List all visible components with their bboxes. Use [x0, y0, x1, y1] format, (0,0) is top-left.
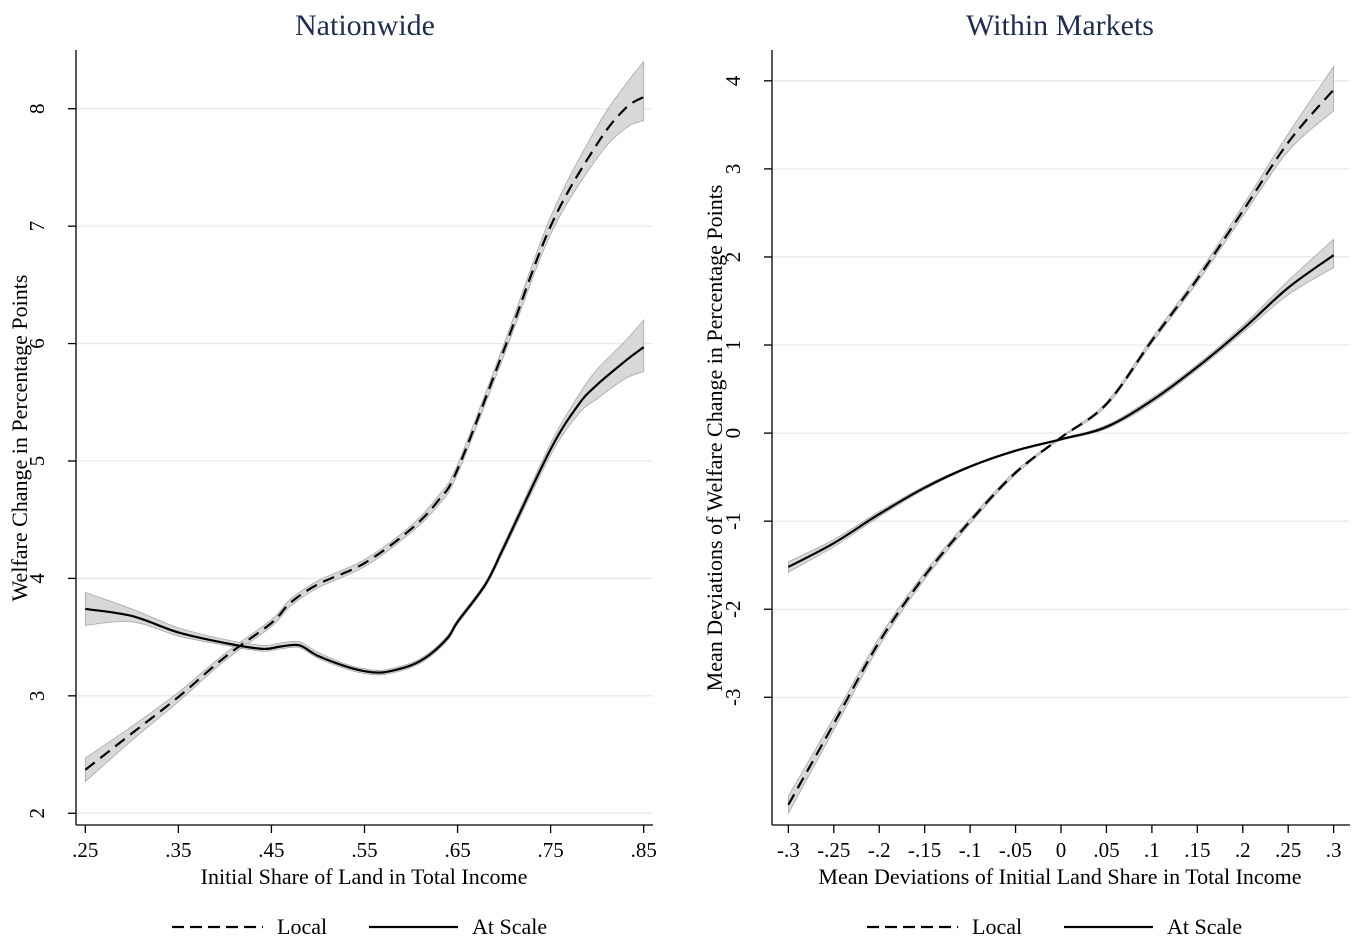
- within-markets-panel: Within Markets -.3 -.25 -.2 -.15 -.1 -.05 0 .05…: [702, 9, 1350, 939]
- x-tick-label: -.25: [817, 838, 850, 862]
- y-tick-label: -1: [721, 512, 745, 530]
- confidence-bands: [84, 60, 645, 783]
- nationwide-panel: Nationwide .25 .35 .45 .55 .65 .75 .85 2 3 4 5 6 7 8…: [7, 9, 657, 939]
- legend-local-label: Local: [972, 914, 1022, 939]
- y-tick-label: 2: [25, 808, 49, 819]
- x-tick-label: .15: [1184, 838, 1210, 862]
- y-tick-label: 3: [721, 164, 745, 175]
- x-tick-label: .1: [1144, 838, 1160, 862]
- x-tick-label: -.2: [868, 838, 891, 862]
- x-tick-label: .55: [351, 838, 377, 862]
- x-tick-label: -.1: [959, 838, 982, 862]
- y-tick-label: 4: [25, 573, 49, 584]
- legend: Local At Scale: [867, 914, 1242, 939]
- y-tick-label: -2: [721, 600, 745, 618]
- series-lines: [84, 96, 645, 771]
- series-line-at-scale: [787, 254, 1335, 568]
- x-tick-label: .35: [165, 838, 191, 862]
- legend-at-scale-label: At Scale: [472, 914, 547, 939]
- y-tick-label: 0: [721, 428, 745, 439]
- legend-local-label: Local: [277, 914, 327, 939]
- x-tick-label: .05: [1093, 838, 1119, 862]
- series-lines: [787, 88, 1335, 806]
- series-line-local: [84, 96, 645, 771]
- x-tick-label: .65: [444, 838, 470, 862]
- grid: [772, 80, 1350, 698]
- y-ticks: -3 -2 -1 0 1 2 3 4: [721, 75, 772, 706]
- y-tick-label: 7: [25, 221, 49, 232]
- x-axis-label: Initial Share of Land in Total Income: [201, 864, 528, 889]
- ci-band-at-scale: [787, 238, 1335, 573]
- x-tick-label: .45: [258, 838, 284, 862]
- y-ticks: 2 3 4 5 6 7 8: [25, 103, 76, 819]
- grid: [76, 108, 653, 814]
- x-ticks: .25 .35 .45 .55 .65 .75 .85: [72, 825, 657, 862]
- y-tick-label: 8: [25, 103, 49, 114]
- legend-at-scale-label: At Scale: [1167, 914, 1242, 939]
- y-tick-label: 3: [25, 691, 49, 702]
- y-tick-label: -3: [721, 689, 745, 707]
- y-tick-label: 4: [721, 75, 745, 86]
- x-tick-label: .25: [1275, 838, 1301, 862]
- x-tick-label: 0: [1056, 838, 1067, 862]
- y-tick-label: 6: [25, 338, 49, 349]
- x-tick-label: .85: [631, 838, 657, 862]
- ci-band-local: [787, 65, 1335, 814]
- x-tick-label: .3: [1326, 838, 1342, 862]
- y-axis-label: Mean Deviations of Welfare Change in Per…: [702, 185, 727, 692]
- x-tick-label: .75: [538, 838, 564, 862]
- x-tick-label: .25: [72, 838, 98, 862]
- y-tick-label: 2: [721, 252, 745, 263]
- x-ticks: -.3 -.25 -.2 -.15 -.1 -.05 0 .05 .1 .15 .2 .25 .3: [777, 825, 1342, 862]
- series-line-local: [787, 88, 1335, 806]
- y-tick-label: 1: [721, 340, 745, 351]
- y-tick-label: 5: [25, 456, 49, 467]
- ci-band-at-scale: [84, 319, 645, 676]
- x-tick-label: -.15: [908, 838, 941, 862]
- chart-title: Within Markets: [966, 9, 1154, 42]
- ci-band-local: [84, 60, 645, 783]
- series-line-at-scale: [85, 346, 645, 674]
- y-axis-label: Welfare Change in Percentage Points: [7, 275, 32, 602]
- x-tick-label: -.05: [999, 838, 1032, 862]
- legend: Local At Scale: [172, 914, 547, 939]
- x-axis-label: Mean Deviations of Initial Land Share in…: [818, 864, 1301, 889]
- chart-title: Nationwide: [295, 9, 435, 42]
- x-tick-label: .2: [1235, 838, 1251, 862]
- x-tick-label: -.3: [777, 838, 800, 862]
